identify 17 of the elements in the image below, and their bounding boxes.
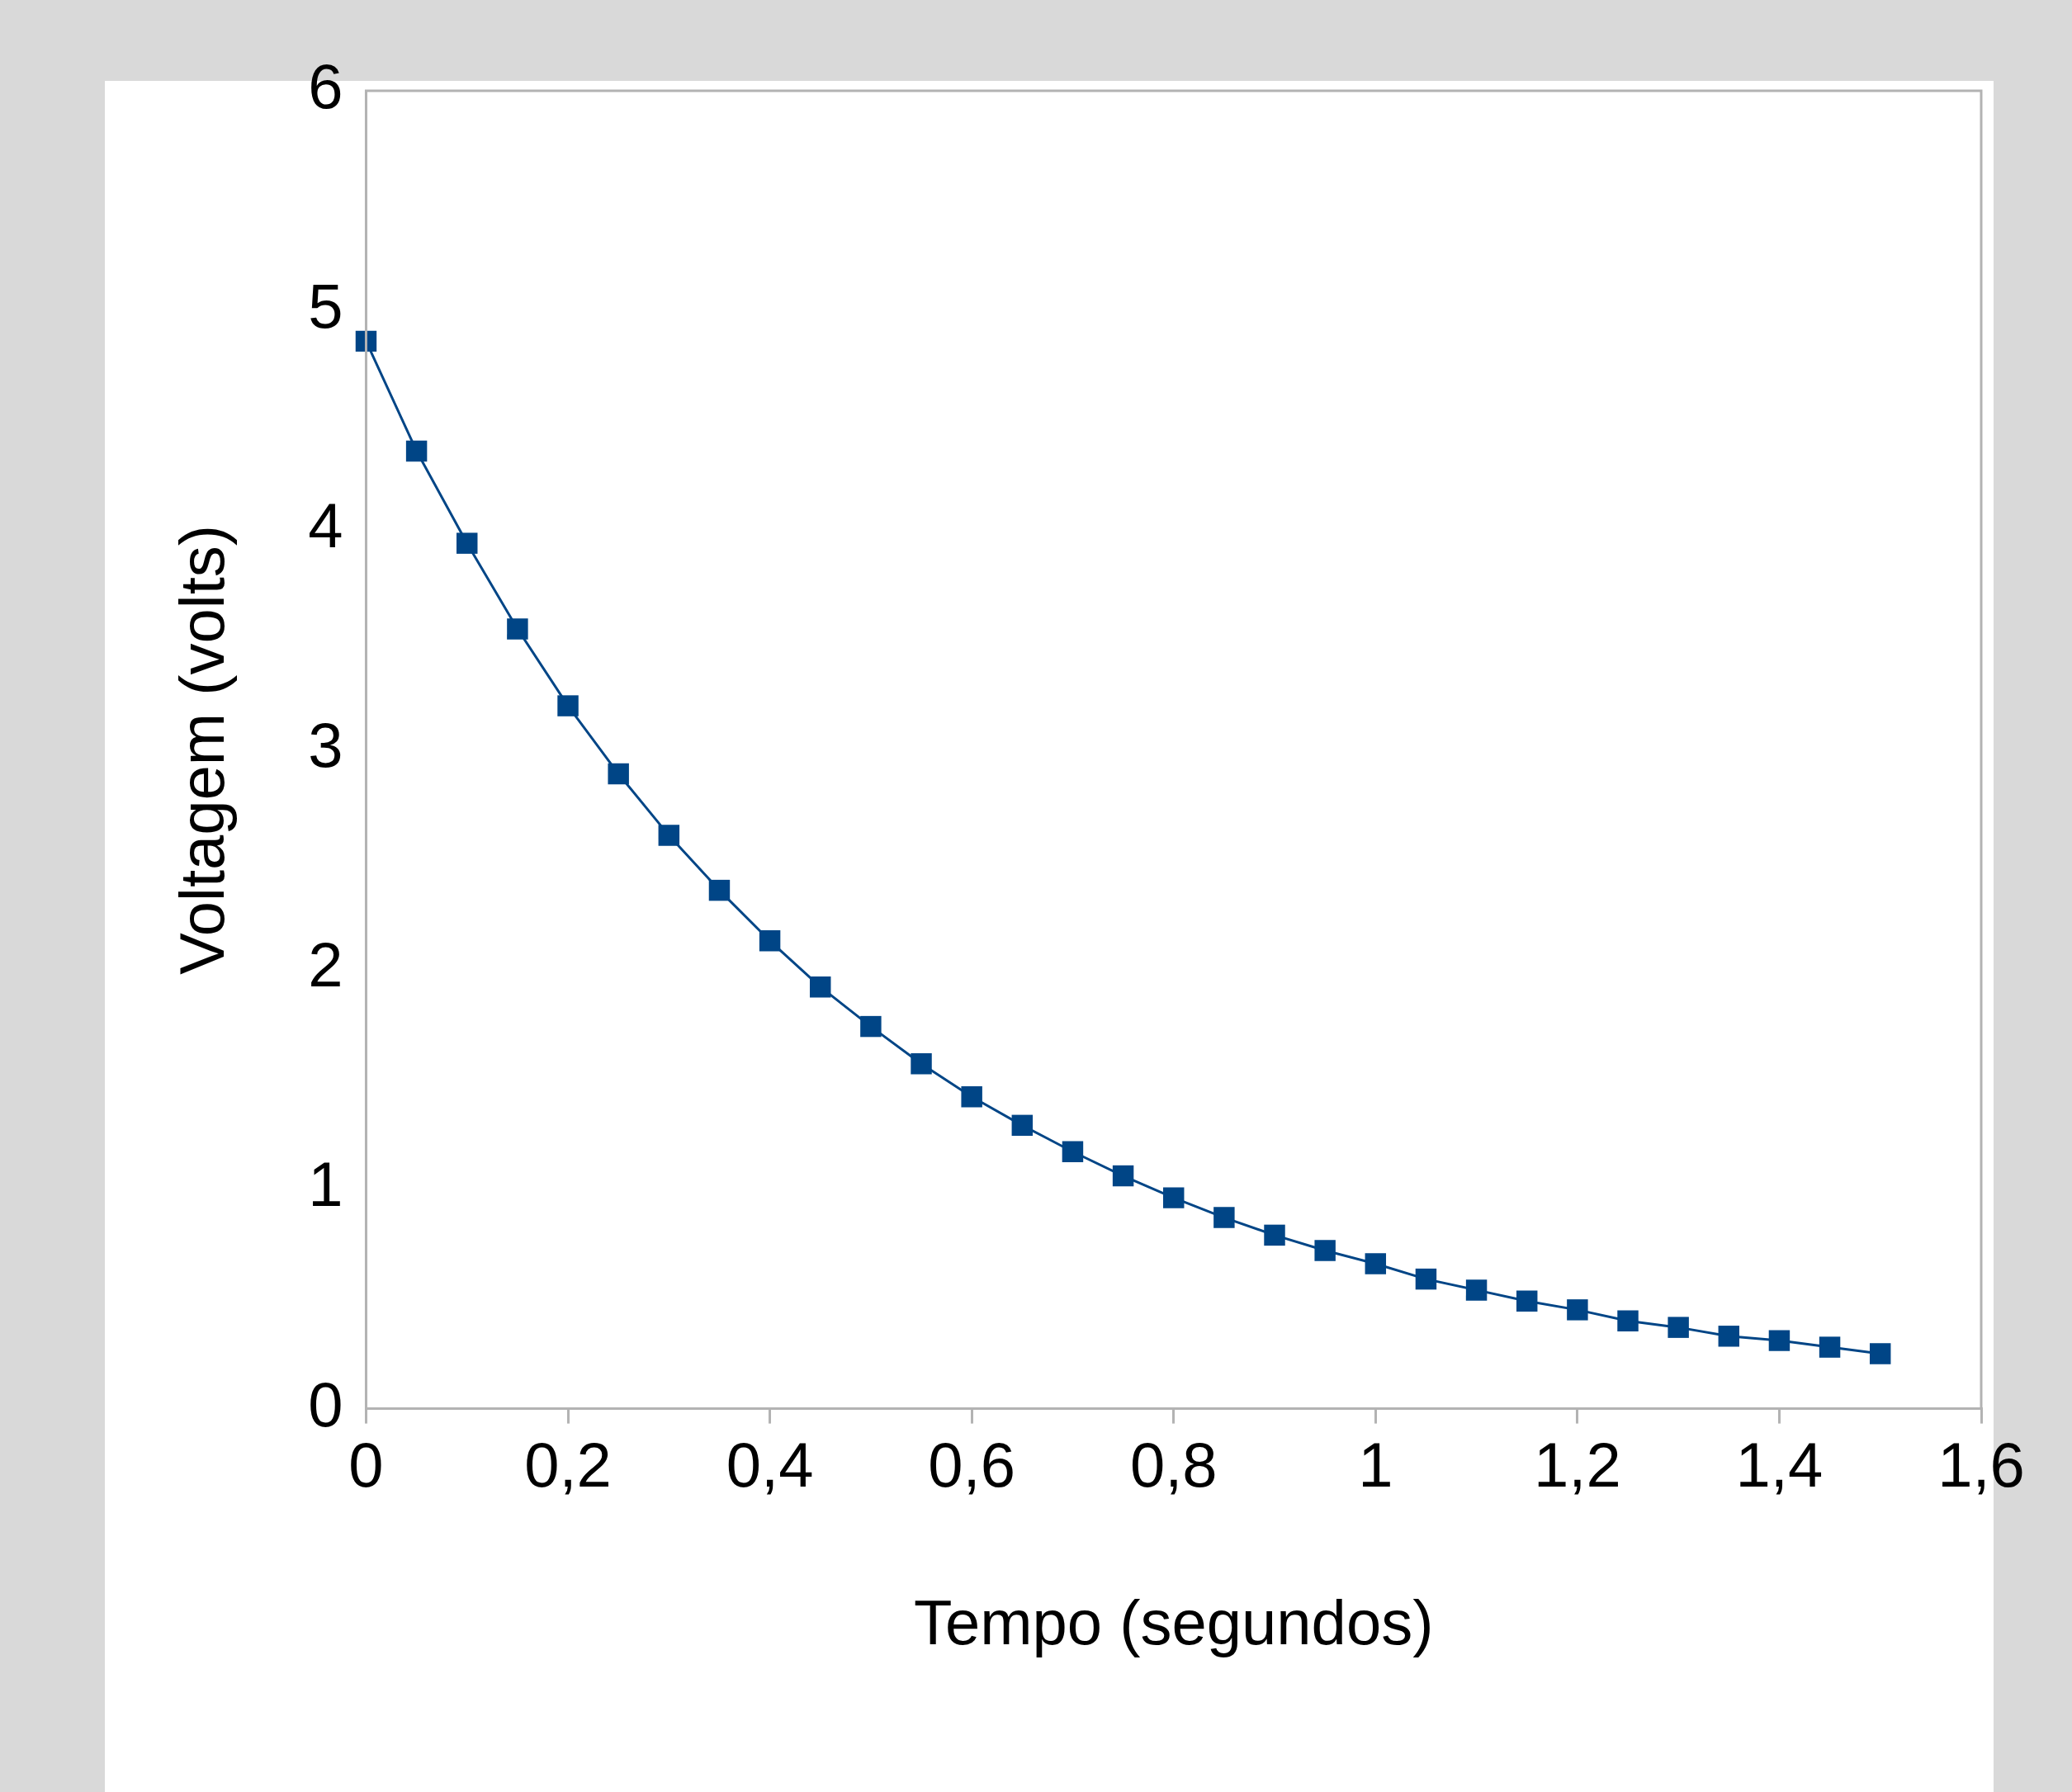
x-tick-label: 1,4: [1735, 1430, 1824, 1501]
x-tick-label: 1,6: [1937, 1430, 2025, 1501]
y-axis-title: Voltagem (volts): [166, 524, 237, 975]
x-tick-label: 1: [1358, 1430, 1393, 1501]
x-tick-label: 0,8: [1129, 1430, 1218, 1501]
y-tick-label: 0: [308, 1369, 343, 1440]
y-tick-label: 2: [308, 929, 343, 1000]
x-tick-label: 0,6: [928, 1430, 1015, 1501]
y-tick-label: 6: [308, 50, 343, 121]
x-tick-label: 1,2: [1534, 1430, 1621, 1501]
y-tick-label: 5: [308, 271, 343, 342]
y-tick-label: 3: [308, 710, 343, 781]
x-tick-label: 0,4: [726, 1430, 814, 1501]
y-tick-label: 1: [308, 1149, 343, 1220]
x-tick-label: 0,2: [524, 1430, 612, 1501]
x-axis-title: Tempo (segundos): [914, 1587, 1434, 1658]
y-tick-label: 4: [308, 490, 343, 561]
